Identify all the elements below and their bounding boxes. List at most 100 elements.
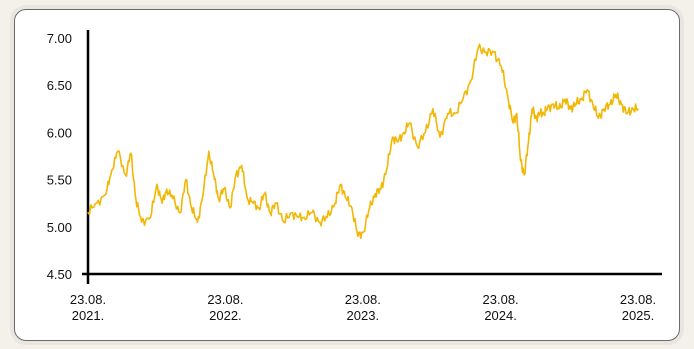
data-point bbox=[117, 150, 119, 152]
data-point bbox=[111, 169, 113, 171]
data-point bbox=[235, 174, 237, 176]
y-tick-label: 7.00 bbox=[47, 31, 72, 46]
data-point bbox=[439, 136, 441, 138]
data-point bbox=[558, 108, 560, 110]
data-point bbox=[229, 207, 231, 209]
data-point bbox=[345, 197, 347, 200]
data-point bbox=[223, 188, 225, 190]
data-point bbox=[149, 216, 152, 218]
data-point bbox=[574, 103, 577, 105]
data-point bbox=[516, 112, 518, 115]
x-tick-label: 23.08. 2021. bbox=[70, 292, 106, 323]
data-point bbox=[283, 221, 285, 223]
data-point bbox=[477, 46, 479, 49]
data-point bbox=[291, 212, 293, 214]
data-point bbox=[542, 112, 545, 115]
data-point bbox=[125, 174, 127, 176]
data-point bbox=[408, 122, 411, 124]
data-point bbox=[512, 122, 514, 124]
data-point bbox=[135, 197, 137, 200]
y-tick-label: 4.50 bbox=[47, 267, 72, 282]
data-point bbox=[96, 202, 98, 204]
y-tick-label: 6.50 bbox=[47, 78, 72, 93]
data-point bbox=[275, 202, 277, 204]
data-point bbox=[213, 179, 216, 181]
data-point bbox=[500, 65, 502, 67]
data-point bbox=[351, 207, 353, 209]
data-point bbox=[87, 212, 89, 214]
data-point bbox=[263, 193, 266, 195]
data-point bbox=[603, 108, 605, 110]
data-point bbox=[546, 108, 548, 110]
data-point bbox=[626, 112, 628, 115]
data-point bbox=[362, 230, 365, 233]
data-point bbox=[552, 103, 554, 105]
data-point bbox=[368, 207, 371, 209]
data-point bbox=[454, 112, 457, 115]
data-point bbox=[297, 216, 300, 218]
y-tick-labels: 7.00 6.50 6.00 5.50 5.00 4.50 bbox=[47, 31, 72, 282]
data-point bbox=[493, 51, 495, 53]
x-tick-label: 23.08. 2023. bbox=[345, 292, 381, 323]
data-point bbox=[130, 152, 132, 154]
data-point bbox=[385, 169, 388, 171]
data-point bbox=[218, 197, 220, 200]
data-point bbox=[615, 94, 617, 96]
data-point bbox=[340, 183, 342, 185]
data-point bbox=[523, 174, 525, 176]
data-point bbox=[258, 207, 260, 209]
data-point bbox=[637, 108, 639, 110]
data-point bbox=[161, 202, 163, 204]
x-tick-label: 23.08. 2024. bbox=[483, 292, 519, 323]
data-point bbox=[519, 160, 522, 162]
series-group bbox=[87, 43, 639, 240]
data-point bbox=[580, 98, 582, 100]
data-point bbox=[185, 179, 187, 181]
y-tick-label: 5.50 bbox=[47, 173, 72, 188]
data-point bbox=[319, 221, 321, 223]
data-point bbox=[485, 51, 487, 53]
data-point bbox=[326, 216, 328, 218]
data-point bbox=[397, 141, 399, 143]
data-point bbox=[506, 94, 508, 96]
data-point bbox=[564, 98, 566, 100]
data-point bbox=[140, 221, 143, 223]
data-point bbox=[432, 108, 434, 110]
x-tick-label: 23.08. 2022. bbox=[207, 292, 243, 323]
data-point bbox=[447, 112, 449, 115]
data-point bbox=[190, 207, 193, 209]
data-point bbox=[179, 212, 181, 214]
data-point bbox=[172, 197, 174, 200]
data-point bbox=[570, 108, 572, 110]
data-point bbox=[592, 103, 594, 105]
data-point bbox=[539, 112, 541, 115]
data-point bbox=[303, 216, 305, 218]
y-tick-label: 5.00 bbox=[47, 220, 72, 235]
data-point bbox=[156, 183, 158, 185]
series-line bbox=[87, 43, 639, 240]
data-point bbox=[196, 221, 199, 223]
x-tick-labels: 23.08. 2021. 23.08. 2022. 23.08. 2023. 23.08. 2… bbox=[70, 292, 656, 323]
data-point bbox=[403, 131, 405, 133]
data-point bbox=[391, 136, 394, 138]
data-point bbox=[202, 193, 204, 195]
data-point bbox=[166, 188, 168, 190]
data-point bbox=[620, 103, 623, 105]
data-point bbox=[416, 145, 418, 148]
data-point bbox=[609, 103, 611, 105]
data-point bbox=[252, 202, 254, 204]
data-point bbox=[632, 108, 634, 110]
data-point bbox=[597, 117, 600, 119]
data-point bbox=[462, 98, 464, 100]
data-point bbox=[334, 202, 336, 204]
data-point bbox=[531, 108, 533, 110]
data-point bbox=[246, 197, 248, 200]
data-point bbox=[208, 150, 210, 152]
data-point bbox=[527, 141, 530, 143]
data-point bbox=[311, 212, 313, 214]
data-point bbox=[269, 212, 271, 214]
data-point bbox=[240, 164, 243, 167]
data-point bbox=[357, 235, 359, 237]
data-point bbox=[380, 188, 382, 190]
